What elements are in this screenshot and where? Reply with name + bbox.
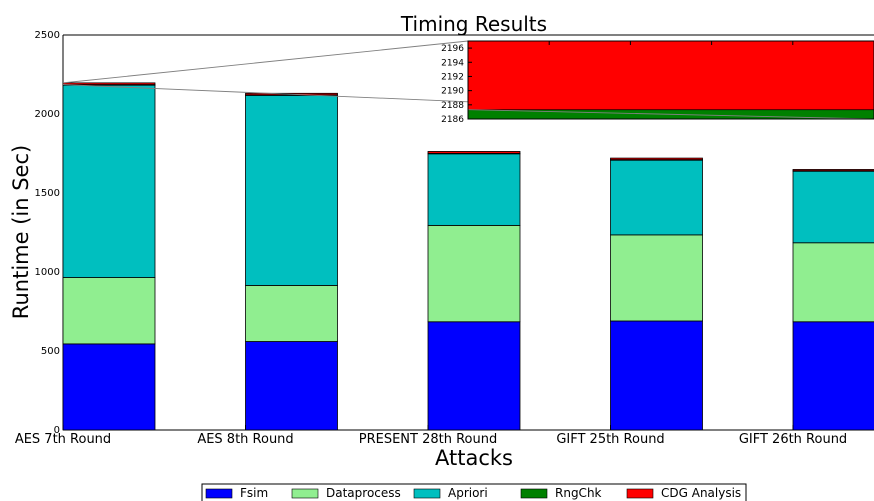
x-tick-label: GIFT 26th Round [739,432,847,447]
bar-segment-cdg-analysis [610,157,703,161]
zoom-connector-line [467,109,874,120]
zoom-inset: 2186 2188 2190 2192 2194 2196 [62,40,874,125]
inset-cdg-analysis-band [468,41,874,110]
plot-area: 0 500 1000 1500 2000 2500 AES 7th Round AES 8th… [15,30,874,447]
bar-segment-fsim [62,343,156,431]
x-tick-label: AES 8th Round [197,432,293,447]
bar-segment-fsim [245,341,338,431]
y-tick-label: 1000 [35,267,60,278]
inset-y-tick-label: 2186 [441,115,464,125]
chart-title: Timing Results [400,12,547,36]
y-tick-label: 2000 [35,109,60,120]
x-tick-label: PRESENT 28th Round [359,432,498,447]
bar-segment-dataprocess [792,242,874,323]
inset-y-tick-label: 2188 [441,101,464,111]
x-tick-label: AES 7th Round [15,432,111,447]
legend-label: CDG Analysis [661,486,741,500]
bar-segment-cdg-analysis [792,169,874,172]
x-tick-label: GIFT 25th Round [556,432,664,447]
legend-box [201,483,747,501]
legend-swatch-rngchk [520,488,548,499]
inset-y-tick-label: 2196 [441,44,464,54]
bar-segment-cdg-analysis [427,151,521,154]
legend-swatch-dataprocess [291,488,319,499]
zoom-connector-line [62,40,469,84]
bar-segment-apriori [792,170,874,244]
bar-segment-dataprocess [610,234,703,322]
bar-segment-dataprocess [245,285,338,342]
legend-label: Fsim [240,486,268,500]
bar-segment-cdg-analysis [62,82,156,86]
legend-swatch-cdg-analysis [626,488,654,499]
legend-label: RngChk [555,486,602,500]
inset-y-tick-label: 2190 [441,87,464,97]
inset-y-tick-label: 2194 [441,58,464,68]
y-tick-label: 500 [41,346,60,357]
legend-swatch-fsim [205,488,233,499]
legend-label: Apriori [448,486,488,500]
bar-segment-apriori [610,159,703,236]
bar-segment-fsim [427,321,521,431]
y-tick-label: 2500 [35,30,60,41]
inset-frame [467,40,874,120]
legend-swatch-apriori [413,488,441,499]
inset-y-tick-label: 2192 [441,72,464,82]
bar-segment-dataprocess [62,277,156,345]
bar-segment-fsim [610,320,703,431]
y-axis-label: Runtime (in Sec) [9,145,33,319]
bar-segment-fsim [792,321,874,431]
bar-segment-apriori [62,84,156,278]
bar-segment-dataprocess [427,224,521,323]
y-tick-label: 0 [54,425,60,436]
legend: Fsim Dataprocess Apriori RngChk CDG Analysis [201,483,747,501]
bar-segment-apriori [427,153,521,226]
x-axis-label: Attacks [435,446,513,470]
legend-label: Dataprocess [326,486,401,500]
bar-segment-apriori [245,94,338,286]
y-tick-label: 1500 [35,188,60,199]
